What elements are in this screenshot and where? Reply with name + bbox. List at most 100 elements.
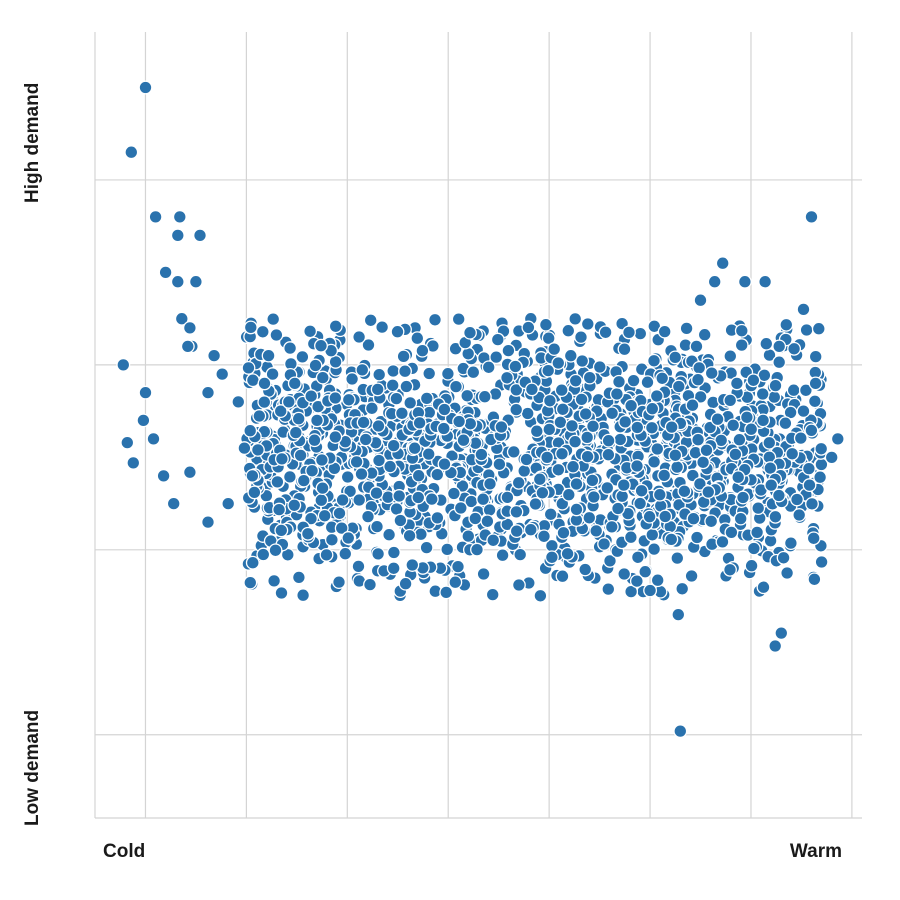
data-point — [555, 402, 570, 417]
data-point — [787, 341, 802, 356]
data-point — [456, 433, 471, 448]
data-point — [807, 572, 822, 587]
data-point — [796, 302, 811, 317]
data-point — [771, 488, 786, 503]
data-point — [480, 514, 495, 529]
data-point — [768, 639, 783, 653]
data-point — [640, 375, 655, 390]
data-point — [701, 485, 716, 499]
data-point — [520, 406, 535, 421]
data-point — [386, 545, 401, 560]
data-point — [349, 454, 364, 469]
data-point — [440, 366, 455, 381]
data-point — [529, 424, 544, 439]
data-point — [650, 573, 665, 588]
data-point — [334, 521, 349, 536]
data-point — [783, 536, 798, 551]
data-point — [389, 502, 404, 516]
data-point — [804, 209, 819, 224]
data-point — [786, 383, 801, 398]
data-point — [554, 383, 569, 398]
data-point — [461, 529, 476, 544]
data-point — [617, 567, 632, 581]
x-axis-label-high: Warm — [790, 841, 842, 862]
data-point — [553, 415, 568, 430]
data-point — [731, 470, 746, 485]
data-point — [569, 502, 584, 517]
data-point — [283, 341, 298, 356]
data-point — [801, 461, 816, 476]
data-point — [424, 492, 439, 507]
data-point — [523, 522, 538, 537]
data-point — [295, 349, 310, 364]
data-point — [580, 430, 595, 445]
data-point — [673, 724, 688, 739]
data-point — [351, 559, 366, 574]
data-point — [715, 256, 730, 271]
data-point — [452, 414, 467, 429]
data-point — [560, 546, 575, 561]
data-point — [319, 547, 334, 562]
data-point — [623, 530, 638, 545]
data-point — [704, 366, 719, 381]
data-point — [245, 373, 260, 388]
data-point — [532, 472, 547, 487]
data-point — [172, 209, 187, 224]
data-point — [650, 442, 665, 456]
data-point — [796, 404, 811, 419]
data-point — [578, 407, 593, 421]
data-point — [500, 490, 515, 505]
data-point — [448, 575, 463, 590]
data-point — [419, 540, 434, 555]
data-point — [310, 413, 324, 428]
data-point — [603, 553, 617, 568]
data-point — [274, 523, 289, 538]
data-point — [739, 410, 754, 425]
data-point — [699, 443, 714, 458]
data-point — [792, 508, 807, 522]
data-point — [814, 555, 829, 569]
data-point — [402, 528, 417, 543]
data-point — [684, 569, 699, 583]
data-point — [303, 324, 318, 339]
data-point — [383, 459, 398, 474]
data-point — [586, 490, 601, 504]
data-point — [241, 360, 256, 375]
data-point — [729, 376, 744, 391]
data-point — [647, 353, 661, 368]
data-point — [756, 413, 771, 428]
data-point — [501, 343, 516, 358]
data-point — [802, 478, 817, 493]
data-point — [690, 530, 704, 545]
data-point — [231, 394, 246, 409]
data-point — [257, 395, 272, 410]
data-point — [630, 550, 645, 565]
data-point — [304, 389, 319, 404]
data-point — [589, 523, 604, 538]
data-point — [582, 370, 597, 385]
data-point — [410, 331, 425, 346]
data-point — [723, 562, 737, 577]
data-point — [692, 360, 707, 375]
data-point — [215, 367, 230, 382]
data-point — [728, 447, 743, 462]
data-point — [369, 486, 384, 501]
data-point — [626, 373, 641, 388]
data-point — [174, 311, 189, 326]
data-point — [287, 376, 302, 391]
data-point — [372, 453, 386, 468]
data-point — [772, 355, 787, 370]
data-point — [492, 457, 507, 472]
data-point — [630, 420, 645, 435]
data-point — [411, 468, 426, 483]
data-point — [188, 274, 203, 289]
data-point — [586, 419, 600, 434]
data-point — [371, 546, 386, 561]
data-point — [363, 577, 377, 592]
data-point — [356, 415, 371, 430]
data-point — [776, 550, 791, 565]
data-point — [361, 338, 376, 352]
data-point — [412, 415, 427, 430]
data-point — [237, 441, 252, 456]
data-point — [317, 508, 332, 523]
